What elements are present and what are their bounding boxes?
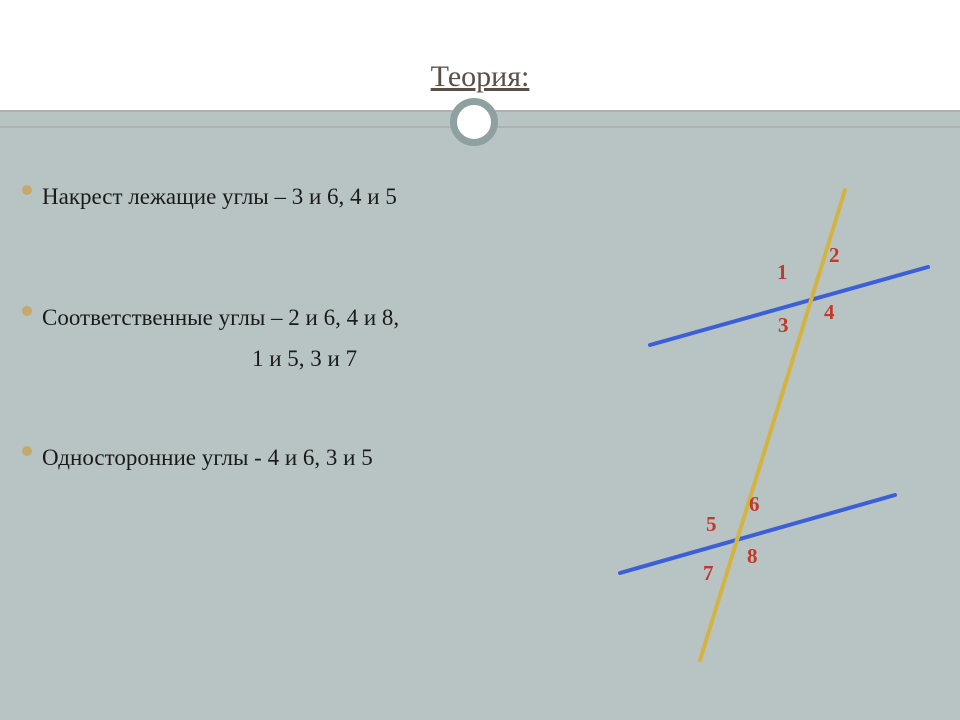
- item-text: Соответственные углы – 2 и 6, 4 и 8,: [42, 296, 399, 341]
- bullet-icon: [22, 446, 32, 456]
- item-text: Односторонние углы - 4 и 6, 3 и 5: [42, 436, 373, 481]
- content-list: Накрест лежащие углы – 3 и 6, 4 и 5 Соот…: [22, 175, 582, 501]
- list-item: Соответственные углы – 2 и 6, 4 и 8, 1 и…: [22, 296, 582, 381]
- list-item: Односторонние углы - 4 и 6, 3 и 5: [22, 436, 582, 481]
- ring-decoration: [450, 98, 498, 146]
- bullet-icon: [22, 185, 32, 195]
- angle-label-8: 8: [747, 544, 758, 568]
- item-text: Накрест лежащие углы – 3 и 6, 4 и 5: [42, 175, 397, 220]
- angle-label-1: 1: [777, 260, 788, 284]
- angle-label-4: 4: [824, 300, 835, 324]
- list-item: Накрест лежащие углы – 3 и 6, 4 и 5: [22, 175, 582, 220]
- item-subtext: 1 и 5, 3 и 7: [252, 337, 582, 381]
- angles-diagram: 1 2 3 4 5 6 7 8: [540, 175, 940, 675]
- angle-label-5: 5: [706, 512, 717, 536]
- diagram-svg: 1 2 3 4 5 6 7 8: [540, 175, 940, 675]
- angle-label-3: 3: [778, 313, 789, 337]
- angle-label-2: 2: [829, 243, 840, 267]
- top-white-band: [0, 0, 960, 112]
- angle-label-6: 6: [749, 492, 760, 516]
- slide-title: Теория:: [0, 60, 960, 94]
- slide: Теория: Накрест лежащие углы – 3 и 6, 4 …: [0, 0, 960, 720]
- angle-label-7: 7: [703, 561, 714, 585]
- bullet-icon: [22, 306, 32, 316]
